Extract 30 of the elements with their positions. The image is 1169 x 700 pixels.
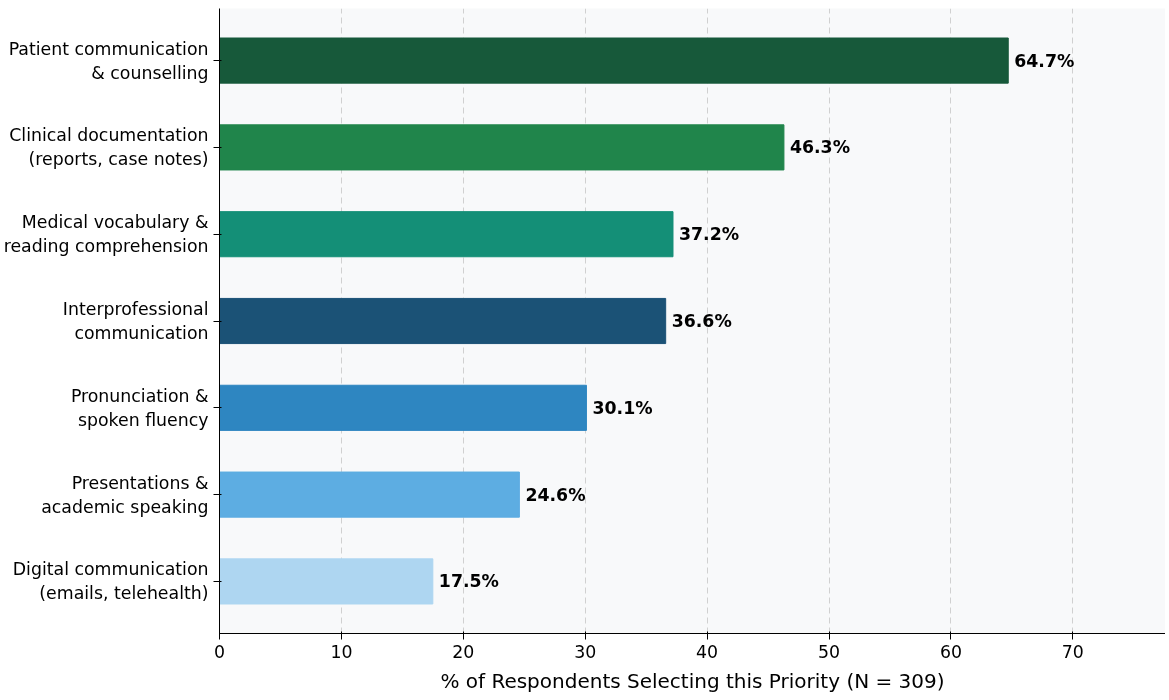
y-tick-label: Presentations & academic speaking [41,472,209,517]
x-tick-label: 0 [213,641,226,662]
x-tick-label: 60 [939,641,962,662]
data-label: 24.6% [525,484,586,505]
data-label: 46.3% [789,137,851,158]
data-label: 64.7% [1014,50,1075,71]
x-tick-label: 30 [574,641,597,662]
y-tick-label: Interprofessional communication [62,299,209,343]
bar [219,471,520,518]
data-label: 30.1% [592,397,653,418]
y-tick-label: Pronunciation & spoken fluency [70,385,209,430]
x-tick-label: 70 [1061,641,1084,662]
y-tick-label: Patient communication & counselling [8,38,209,83]
x-tick-label: 10 [330,641,353,662]
x-tick-label: 50 [818,641,841,662]
y-tick-label: Medical vocabulary & reading comprehension [3,212,209,257]
bar [219,124,785,171]
bar [219,211,674,258]
x-axis-title: % of Respondents Selecting this Priority (N = 309) [440,668,945,693]
x-tick-label: 40 [696,641,719,662]
data-label: 17.5% [438,571,499,592]
bar [219,558,434,605]
data-label: 37.2% [678,224,740,245]
bar [219,37,1009,84]
bar [219,384,587,431]
y-tick-label: Clinical documentation (reports, case notes) [9,125,209,170]
x-tick-label: 20 [452,641,475,662]
bar [219,297,667,345]
y-tick-label: Digital communication (emails, telehealth) [12,559,209,604]
data-label: 36.6% [671,311,732,331]
